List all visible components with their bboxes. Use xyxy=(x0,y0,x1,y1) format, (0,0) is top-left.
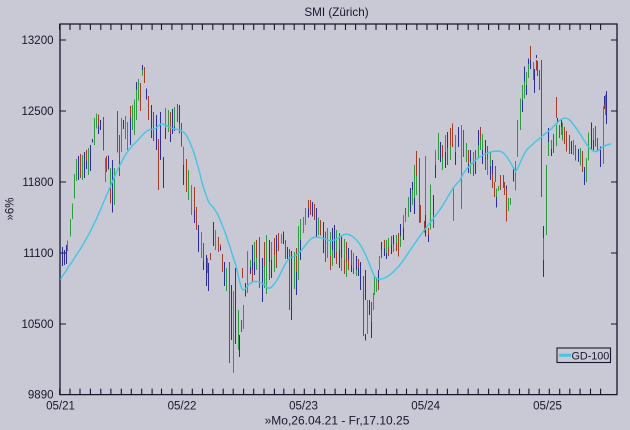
svg-text:11100: 11100 xyxy=(23,248,53,260)
svg-text:13200: 13200 xyxy=(22,35,54,47)
svg-text:9890: 9890 xyxy=(28,390,54,402)
svg-text:05/22: 05/22 xyxy=(168,401,197,413)
svg-text:»6%: »6% xyxy=(5,197,17,220)
svg-text:SMI (Zürich): SMI (Zürich) xyxy=(304,6,368,19)
svg-text:05/25: 05/25 xyxy=(533,401,562,413)
svg-text:05/24: 05/24 xyxy=(411,401,440,413)
svg-text:11800: 11800 xyxy=(22,177,53,189)
svg-text:GD-100: GD-100 xyxy=(572,351,610,363)
svg-text:12500: 12500 xyxy=(22,106,54,118)
svg-text:05/21: 05/21 xyxy=(46,401,75,413)
svg-text:»Mo,26.04.21 - Fr,17.10.25: »Mo,26.04.21 - Fr,17.10.25 xyxy=(265,414,410,428)
svg-text:10500: 10500 xyxy=(22,319,54,331)
svg-text:05/23: 05/23 xyxy=(289,401,318,413)
